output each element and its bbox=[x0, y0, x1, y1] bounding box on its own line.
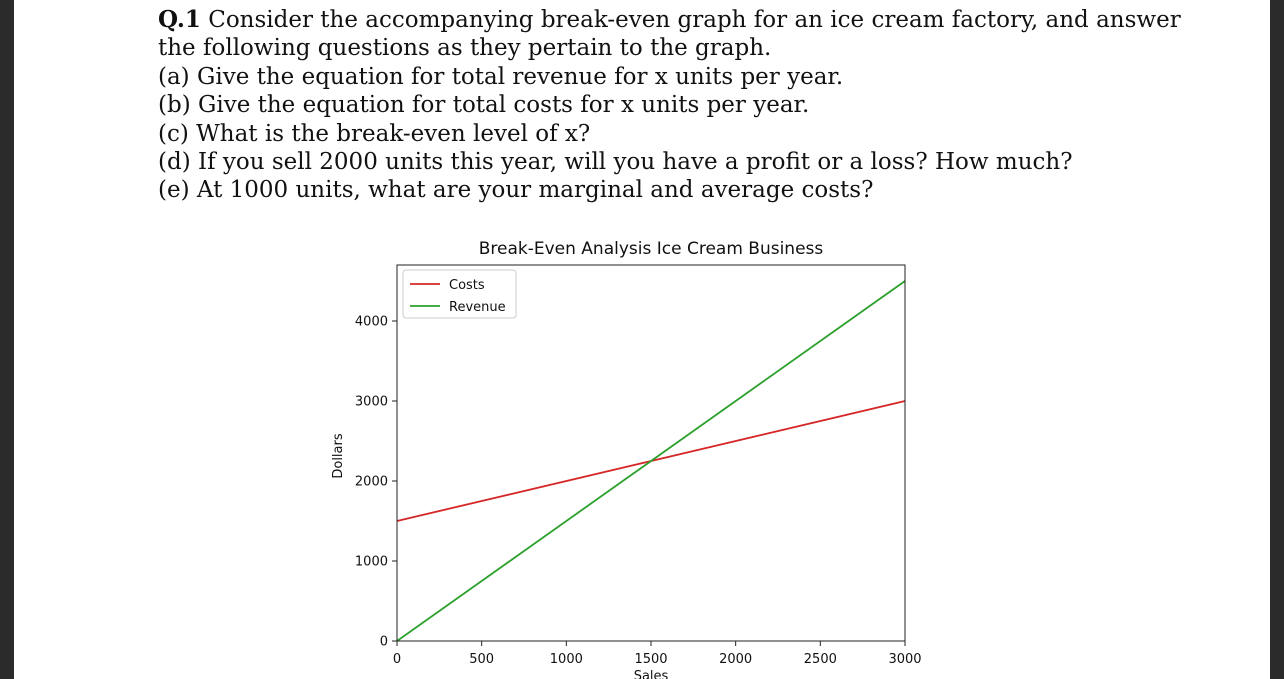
question-part-a: (a) Give the equation for total revenue … bbox=[158, 63, 844, 90]
y-tick-label: 0 bbox=[380, 635, 388, 650]
y-tick-label: 1000 bbox=[355, 555, 388, 570]
question-part-d: (d) If you sell 2000 units this year, wi… bbox=[158, 149, 1073, 176]
question-part-c: (c) What is the break-even level of x? bbox=[158, 120, 591, 147]
question-part-b: (b) Give the equation for total costs fo… bbox=[158, 92, 810, 119]
y-tick-label: 2000 bbox=[355, 475, 388, 490]
question-number: Q.1 bbox=[158, 6, 201, 33]
x-tick-label: 500 bbox=[469, 652, 494, 667]
x-tick-label: 1000 bbox=[550, 652, 583, 667]
legend-label-revenue: Revenue bbox=[449, 300, 506, 315]
y-tick-label: 4000 bbox=[355, 315, 388, 330]
x-tick-label: 2000 bbox=[719, 652, 752, 667]
plot-frame bbox=[396, 264, 906, 642]
x-axis-label: Sales bbox=[634, 669, 669, 679]
chart-title: Break-Even Analysis Ice Cream Business bbox=[479, 239, 824, 259]
x-tick-label: 2500 bbox=[804, 652, 837, 667]
question-intro-line2: the following questions as they pertain … bbox=[158, 35, 772, 62]
question-intro-line1: Consider the accompanying break-even gra… bbox=[208, 7, 1181, 33]
legend-label-costs: Costs bbox=[449, 278, 485, 293]
x-tick-label: 3000 bbox=[888, 652, 921, 667]
y-tick-label: 3000 bbox=[355, 395, 388, 410]
window-edge-left bbox=[0, 0, 14, 679]
question-intro: Q.1 Consider the accompanying break-even… bbox=[158, 6, 1181, 34]
series-line-revenue bbox=[396, 280, 906, 642]
break-even-chart: Break-Even Analysis Ice Cream Business 0… bbox=[331, 239, 922, 679]
plot-area: 0 500 1000 1500 2000 2500 3000 0 1000 2000 3000 400… bbox=[355, 264, 922, 667]
question-block: Q.1 Consider the accompanying break-even… bbox=[158, 6, 1181, 205]
y-axis-label: Dollars bbox=[331, 433, 346, 478]
x-tick-label: 0 bbox=[393, 652, 401, 667]
question-part-e: (e) At 1000 units, what are your margina… bbox=[158, 177, 874, 204]
x-tick-label: 1500 bbox=[634, 652, 667, 667]
window-edge-right bbox=[1270, 0, 1284, 679]
